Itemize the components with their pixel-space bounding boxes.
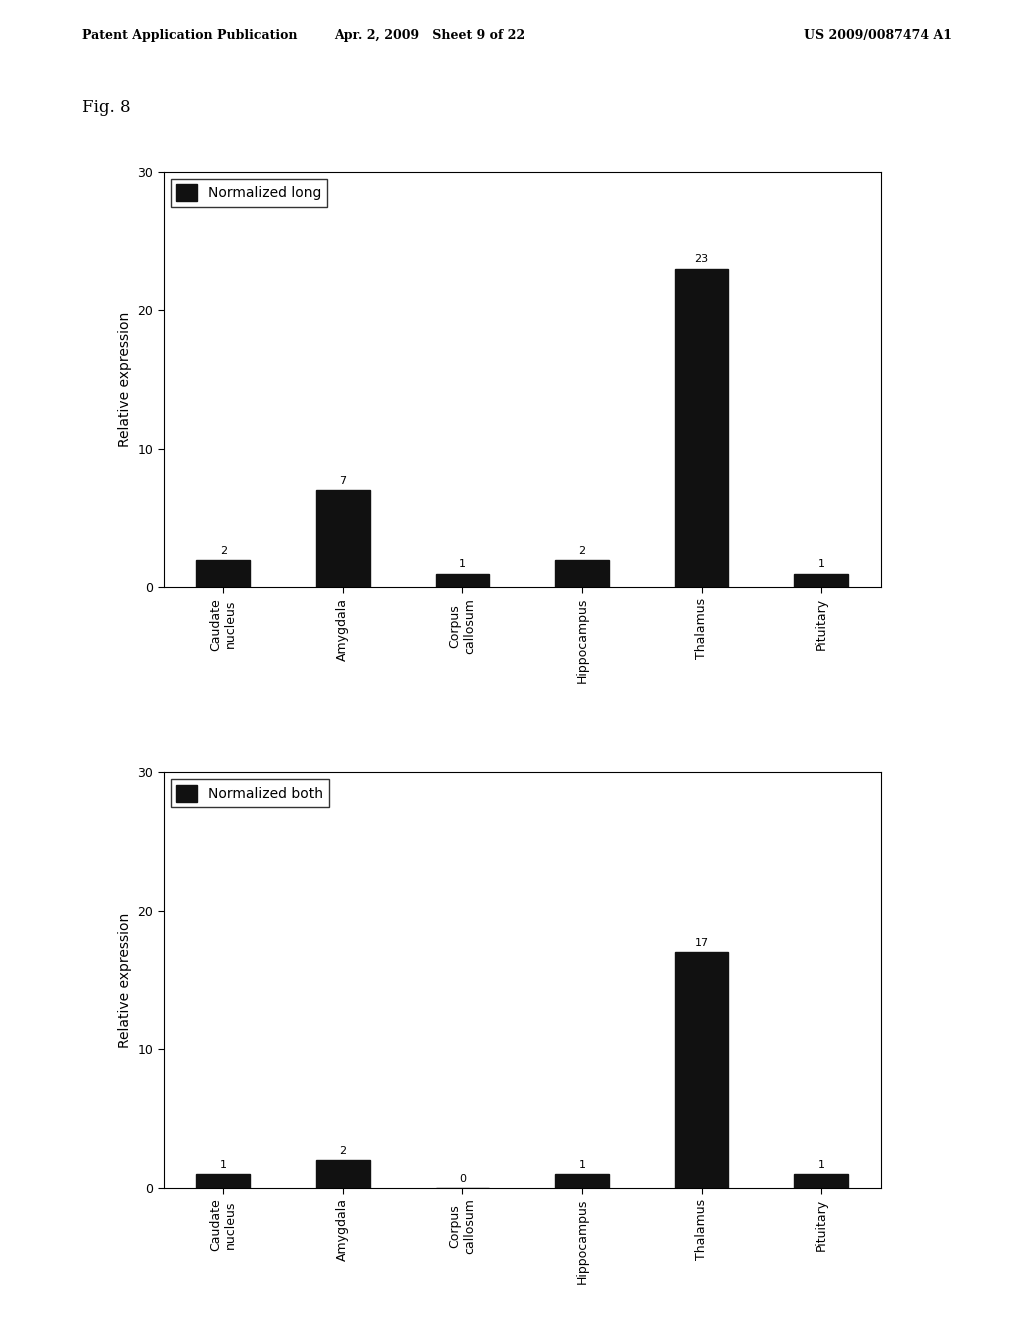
Bar [555, 1175, 609, 1188]
Text: Apr. 2, 2009   Sheet 9 of 22: Apr. 2, 2009 Sheet 9 of 22 [335, 29, 525, 42]
Text: 1: 1 [459, 560, 466, 569]
Text: 2: 2 [579, 545, 586, 556]
Bar [675, 268, 728, 587]
Text: Fig. 8: Fig. 8 [82, 99, 130, 116]
Text: 17: 17 [694, 939, 709, 948]
Bar [316, 1160, 370, 1188]
Bar [795, 1175, 848, 1188]
Text: 2: 2 [220, 545, 227, 556]
Bar [316, 491, 370, 587]
Text: 0: 0 [459, 1173, 466, 1184]
Text: 1: 1 [817, 1160, 824, 1170]
Bar [795, 573, 848, 587]
Text: 2: 2 [339, 1146, 346, 1156]
Bar [197, 560, 250, 587]
Y-axis label: Relative expression: Relative expression [118, 312, 132, 447]
Bar [675, 953, 728, 1188]
Bar [197, 1175, 250, 1188]
Text: 7: 7 [339, 477, 346, 486]
Text: 1: 1 [817, 560, 824, 569]
Y-axis label: Relative expression: Relative expression [118, 912, 132, 1048]
Text: US 2009/0087474 A1: US 2009/0087474 A1 [804, 29, 952, 42]
Text: 1: 1 [579, 1160, 586, 1170]
Text: 1: 1 [220, 1160, 227, 1170]
Legend: Normalized both: Normalized both [171, 779, 329, 808]
Bar [555, 560, 609, 587]
Text: Patent Application Publication: Patent Application Publication [82, 29, 297, 42]
Text: 23: 23 [694, 255, 709, 264]
Bar [435, 573, 489, 587]
Legend: Normalized long: Normalized long [171, 178, 328, 207]
